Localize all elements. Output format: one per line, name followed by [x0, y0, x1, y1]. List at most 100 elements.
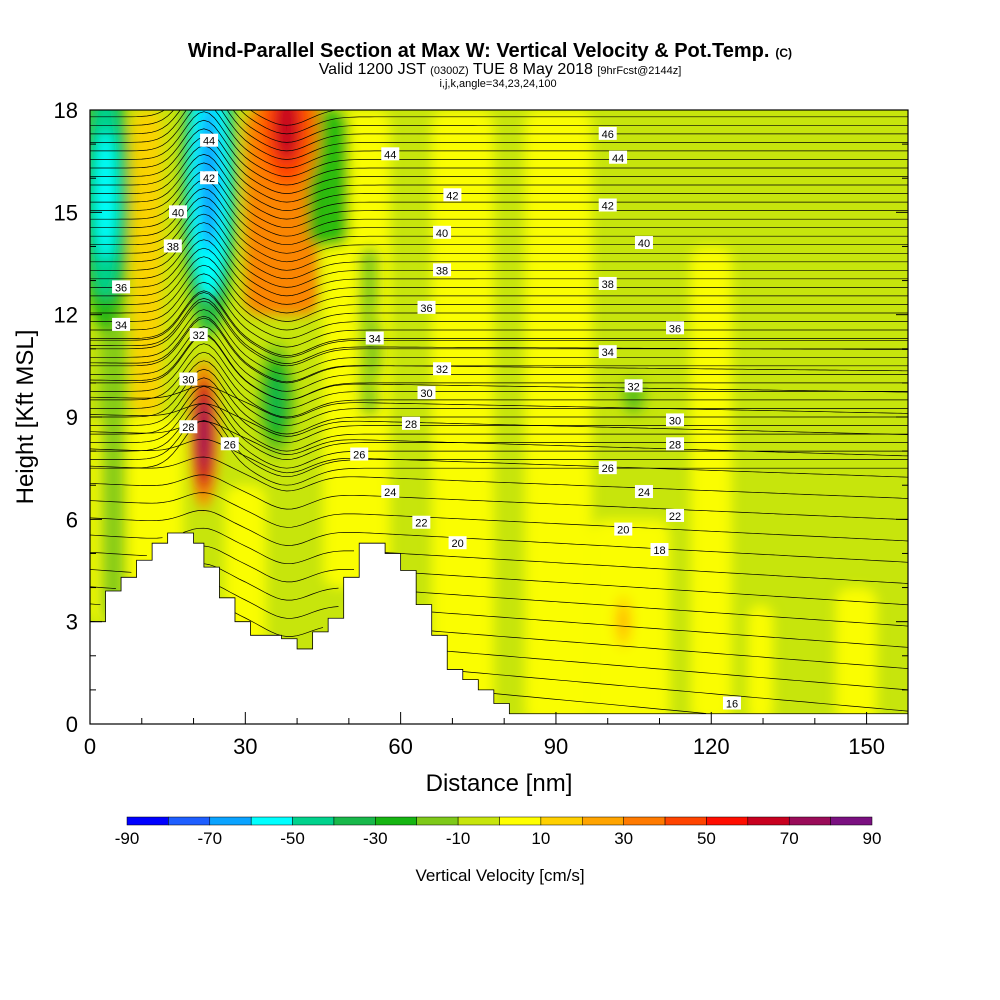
- isentrope: [90, 136, 908, 203]
- theta-label-3: 44: [200, 133, 219, 148]
- isentrope: [90, 403, 908, 469]
- velocity-cell-0: [90, 110, 131, 332]
- colorbar-title: Vertical Velocity [cm/s]: [415, 866, 584, 885]
- theta-label-text: 32: [193, 330, 205, 342]
- theta-label-6: 42: [200, 171, 219, 185]
- theta-label-text: 30: [420, 388, 432, 400]
- theta-label-15: 36: [112, 280, 131, 294]
- valid-date: TUE 8 May 2018: [473, 61, 593, 78]
- theta-label-36: 20: [614, 522, 633, 537]
- theta-label-text: 36: [669, 323, 681, 335]
- theta-label-4: 42: [443, 188, 462, 202]
- svg-text:Valid 1200 JST (0300Z): Valid 1200 JST (0300Z) TUE 8 May 2018 [9…: [319, 61, 682, 78]
- theta-label-12: 38: [163, 239, 182, 253]
- theta-label-37: 18: [650, 543, 669, 557]
- isentrope: [90, 333, 908, 401]
- colorbar-label: 90: [863, 829, 882, 848]
- y-tick-label: 6: [66, 507, 78, 532]
- colorbar-label: 10: [531, 829, 550, 848]
- theta-label-text: 28: [669, 439, 681, 451]
- velocity-band-3: [690, 246, 732, 724]
- isentrope: [90, 111, 908, 177]
- theta-label-text: 36: [115, 282, 127, 294]
- theta-label-text: 38: [602, 279, 614, 291]
- isentrope: [90, 492, 908, 542]
- x-tick-label: 120: [693, 734, 730, 759]
- colorbar-swatch: [250, 816, 293, 826]
- valid-utc: (0300Z): [430, 65, 469, 77]
- theta-label-9: 40: [169, 205, 188, 219]
- theta-label-text: 26: [353, 450, 365, 462]
- isentrope: [90, 385, 908, 452]
- isentrope: [90, 326, 908, 392]
- colorbar-label: -70: [197, 829, 222, 848]
- theta-label-text: 30: [669, 415, 681, 427]
- isentrope: [90, 230, 908, 297]
- theta-label-0: 46: [598, 126, 617, 141]
- isentrope: [90, 179, 908, 246]
- theta-label-8: 40: [634, 236, 653, 250]
- theta-label-21: 32: [189, 328, 208, 342]
- theta-label-text: 22: [415, 518, 427, 530]
- theta-label-2: 44: [381, 147, 400, 161]
- isentrope: [90, 394, 908, 460]
- colorbar-label: 70: [780, 829, 799, 848]
- isentrope: [90, 239, 908, 305]
- theta-label-13: 36: [417, 300, 436, 315]
- isentrope: [90, 128, 908, 194]
- theta-label-22: 30: [417, 386, 436, 400]
- y-tick-label: 9: [66, 405, 78, 430]
- theta-label-17: 34: [598, 345, 617, 359]
- x-tick-label: 0: [84, 734, 96, 759]
- svg-text:Wind-Parallel Section at Max W: Wind-Parallel Section at Max W: Vertical…: [188, 40, 792, 62]
- theta-label-text: 32: [627, 381, 639, 393]
- isentrope: [431, 611, 908, 648]
- isentrope: [90, 300, 908, 367]
- y-tick-label: 15: [54, 200, 78, 225]
- y-axis-title: Height [Kft MSL]: [12, 330, 39, 505]
- isentrope: [447, 650, 908, 691]
- colorbar-swatch: [747, 816, 790, 826]
- colorbar-swatch: [375, 816, 417, 826]
- y-tick-label: 18: [54, 98, 78, 123]
- plot-area: 46 44 44 44 42 42 42 40 40 40 38 38 38 36 36 36 34 34 34 32…: [90, 110, 908, 724]
- isentrope: [90, 343, 908, 409]
- theta-label-text: 20: [451, 538, 463, 550]
- theta-label-text: 40: [436, 228, 448, 240]
- theta-label-text: 36: [420, 303, 432, 315]
- isentrope: [90, 110, 908, 152]
- theta-label-text: 42: [446, 190, 458, 202]
- isentrope: [90, 474, 908, 521]
- theta-label-text: 28: [182, 422, 194, 434]
- colorbar-swatch: [292, 816, 335, 826]
- velocity-cell-7: [614, 595, 632, 648]
- colorbar-label: -30: [363, 829, 388, 848]
- terrain: [90, 532, 908, 724]
- colorbar-swatch: [788, 816, 831, 826]
- isentrope: [90, 290, 908, 356]
- theta-label-14: 36: [666, 321, 685, 335]
- forecast-tag: [9hrFcst@2144z]: [597, 65, 681, 77]
- theta-label-32: 24: [634, 485, 653, 499]
- theta-label-text: 34: [115, 320, 127, 332]
- isentrope: [90, 510, 908, 563]
- title-copyright-mark: (C): [775, 46, 792, 60]
- colorbar-swatch: [664, 816, 707, 826]
- isentrope: [416, 591, 908, 627]
- colorbar-label: 50: [697, 829, 716, 848]
- valid-prefix: Valid 1200 JST: [319, 61, 427, 78]
- isentrope: [90, 281, 908, 348]
- isentrope: [90, 222, 908, 288]
- velocity-cell-2: [253, 110, 321, 201]
- theta-label-text: 44: [203, 136, 215, 148]
- isentrope: [90, 171, 908, 237]
- theta-label-10: 38: [433, 263, 452, 277]
- isentrope: [90, 110, 908, 135]
- isentrope: [90, 188, 908, 254]
- velocity-band-4: [747, 604, 774, 724]
- colorbar-swatch: [706, 816, 749, 826]
- theta-label-text: 30: [182, 374, 194, 386]
- theta-label-text: 26: [224, 439, 236, 451]
- colorbar-swatch: [623, 816, 666, 826]
- theta-contour-labels: 46 44 44 44 42 42 42 40 40 40 38 38 38 36 36 36 34 34 34 32…: [112, 126, 741, 711]
